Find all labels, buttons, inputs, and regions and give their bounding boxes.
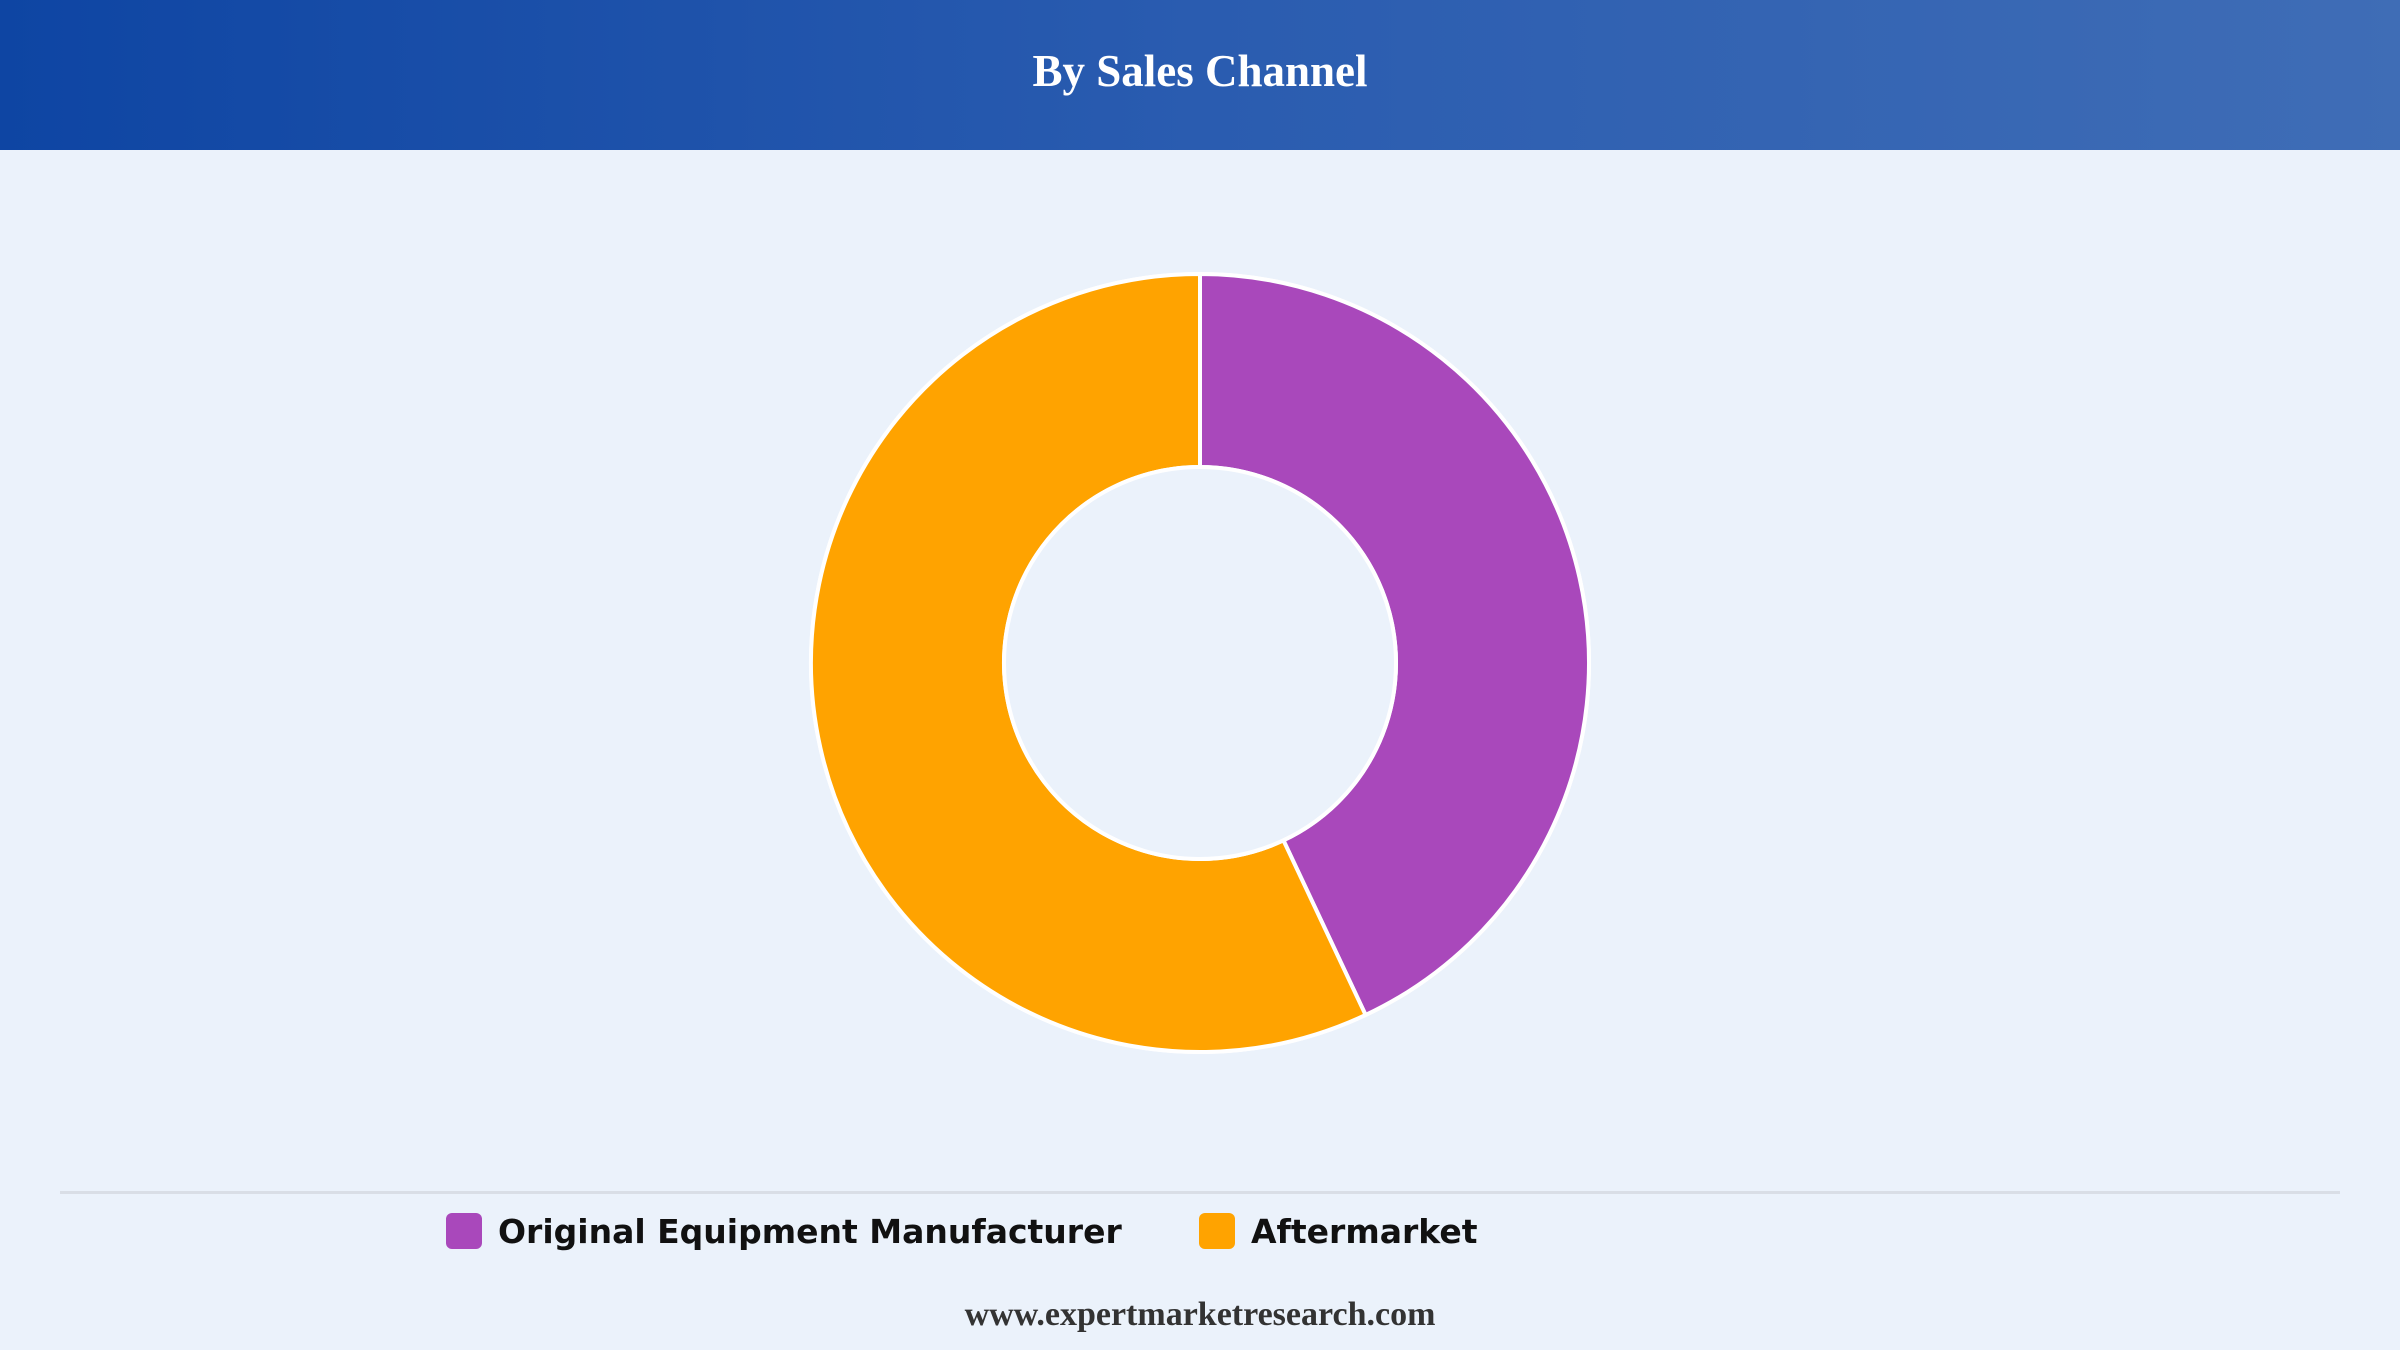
chart-title: By Sales Channel: [1032, 46, 1368, 96]
legend-item-aftermarket[interactable]: Aftermarket: [1199, 1210, 1477, 1252]
legend-swatch-oem: [446, 1213, 482, 1249]
legend: Original Equipment Manufacturer Aftermar…: [0, 1210, 2400, 1252]
legend-label-oem: Original Equipment Manufacturer: [498, 1211, 1122, 1251]
source-footer: www.expertmarketresearch.com: [964, 1296, 1436, 1333]
legend-label-aftermarket: Aftermarket: [1251, 1211, 1478, 1251]
donut-hole: [1002, 465, 1398, 861]
legend-swatch-aftermarket: [1199, 1213, 1235, 1249]
legend-divider: [60, 1191, 2340, 1194]
legend-item-oem[interactable]: Original Equipment Manufacturer: [446, 1210, 1122, 1252]
donut-chart: [809, 272, 1591, 1054]
header-banner: By Sales Channel: [0, 0, 2400, 150]
